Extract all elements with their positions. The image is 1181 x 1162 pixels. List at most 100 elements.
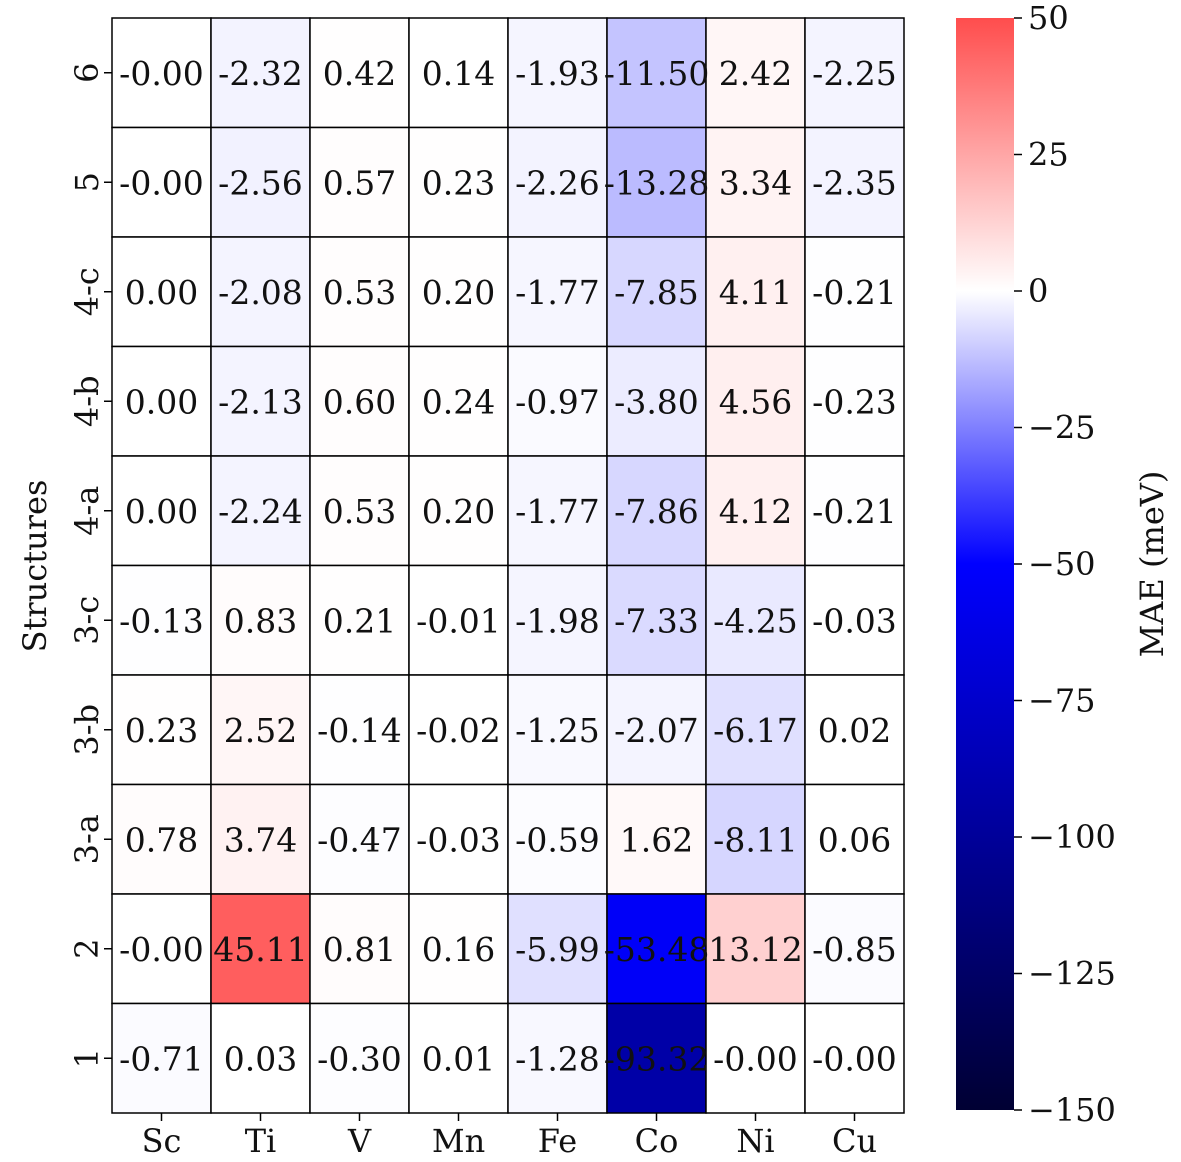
heatmap-cell-value: -8.11	[713, 820, 798, 859]
heatmap-cell-value: -0.47	[317, 820, 402, 859]
heatmap-cell-value: -2.32	[218, 54, 303, 93]
heatmap-cell-value: 0.06	[818, 820, 891, 859]
heatmap-cell-value: 0.16	[422, 930, 495, 969]
heatmap-cell	[309, 893, 410, 1005]
heatmap-cell-value: 4.56	[719, 382, 792, 421]
heatmap-cell-value: -0.21	[812, 492, 897, 531]
heatmap-cell-value: 13.12	[708, 930, 802, 969]
heatmap-cell	[408, 893, 509, 1005]
heatmap-cell-value: -2.35	[812, 163, 897, 202]
colorbar-tick-label: 25	[1028, 136, 1069, 174]
colorbar-tick-label: −125	[1028, 955, 1116, 993]
heatmap-cell-value: -2.56	[218, 163, 303, 202]
heatmap-cell-value: 0.78	[125, 820, 198, 859]
heatmap-cell	[111, 17, 212, 129]
heatmap-cell-value: -53.48	[604, 930, 710, 969]
y-tick-label: 3-a	[68, 814, 106, 864]
heatmap-cell	[804, 674, 905, 786]
heatmap-cell	[705, 345, 806, 457]
heatmap-cell-value: -1.28	[515, 1039, 600, 1078]
heatmap-cell	[408, 17, 509, 129]
colorbar-tick-label: 0	[1028, 272, 1048, 310]
heatmap-cell-value: -93.32	[604, 1039, 710, 1078]
heatmap-cell-value: -0.59	[515, 820, 600, 859]
y-axis-title: Structures	[16, 480, 54, 653]
x-tick-label: Sc	[142, 1122, 182, 1160]
heatmap-cell-value: 45.11	[213, 930, 307, 969]
heatmap-cell	[804, 1002, 905, 1114]
heatmap-cell	[804, 126, 905, 238]
heatmap-cell	[507, 1002, 608, 1114]
heatmap-cell	[309, 1002, 410, 1114]
y-axis: 6 5 4-c 4-b 4-a 3-c 3-b 3-a 2 1	[68, 63, 112, 1068]
colorbar-tick-label: −75	[1028, 682, 1096, 720]
heatmap-cell-value: 0.24	[422, 382, 495, 421]
heatmap-cell-value: -0.02	[416, 711, 501, 750]
heatmap-cell	[210, 564, 311, 676]
heatmap-cell-value: 2.52	[224, 711, 297, 750]
heatmap-cell	[606, 1002, 707, 1114]
heatmap-cell-value: 3.74	[224, 820, 297, 859]
heatmap-cell-value: -5.99	[515, 930, 600, 969]
colorbar-tick-label: −25	[1028, 409, 1096, 447]
heatmap-cell-value: -0.00	[119, 54, 204, 93]
heatmap-cell	[408, 1002, 509, 1114]
heatmap-cell	[111, 674, 212, 786]
heatmap-cell-value: -7.33	[614, 601, 699, 640]
heatmap-cell-value: -0.97	[515, 382, 600, 421]
heatmap-cell-value: -11.50	[604, 54, 710, 93]
heatmap-cell-value: -1.77	[515, 273, 600, 312]
heatmap-cell	[309, 236, 410, 348]
heatmap-cell-value: -7.85	[614, 273, 699, 312]
heatmap-cell	[606, 126, 707, 238]
y-tick-label: 5	[68, 172, 106, 192]
heatmap-cell-value: -1.98	[515, 601, 600, 640]
heatmap-cell	[210, 126, 311, 238]
heatmap-cell	[705, 1002, 806, 1114]
y-tick-label: 4-b	[68, 375, 106, 427]
heatmap-cell	[804, 564, 905, 676]
heatmap-cell	[309, 783, 410, 895]
x-tick-label: Mn	[432, 1122, 485, 1160]
colorbar-ticks: 50 25 0 −25 −50 −75 −100 −125 −150	[1014, 0, 1116, 1129]
heatmap-cell-value: 0.60	[323, 382, 396, 421]
x-tick-label: Ni	[736, 1122, 774, 1160]
heatmap-cell	[309, 345, 410, 457]
heatmap-cell-value: -3.80	[614, 382, 699, 421]
heatmap-cell	[705, 236, 806, 348]
heatmap-cell-value: 0.83	[224, 601, 297, 640]
heatmap-cell-value: 0.53	[323, 492, 396, 531]
heatmap-cell	[210, 674, 311, 786]
heatmap-cell	[804, 17, 905, 129]
heatmap-cell	[210, 1002, 311, 1114]
heatmap-cell	[507, 564, 608, 676]
heatmap-cell	[309, 455, 410, 567]
heatmap-cell	[507, 345, 608, 457]
heatmap-cell-value: -0.00	[812, 1039, 897, 1078]
heatmap-cell-value: 4.12	[719, 492, 792, 531]
colorbar-label: MAE (meV)	[1133, 471, 1171, 658]
heatmap-cell	[507, 674, 608, 786]
y-tick-label: 6	[68, 63, 106, 83]
heatmap-cell-labels: -0.00 -2.32 0.42 0.14 -1.93 -11.50 2.42 -2.25 -0…	[119, 54, 897, 1079]
colorbar-tick-label: −50	[1028, 545, 1096, 583]
x-tick-label: Co	[635, 1122, 679, 1160]
heatmap-cell-value: -0.00	[119, 930, 204, 969]
heatmap-cell	[507, 893, 608, 1005]
colorbar-tick-label: −100	[1028, 818, 1116, 856]
heatmap-cell-value: -0.03	[812, 601, 897, 640]
heatmap-cell-value: 0.03	[224, 1039, 297, 1078]
heatmap-cell-value: 4.11	[719, 273, 792, 312]
heatmap-cell	[309, 674, 410, 786]
heatmap-cell	[804, 783, 905, 895]
heatmap-cell-value: 0.00	[125, 273, 198, 312]
colorbar-tick-label: 50	[1028, 0, 1069, 37]
heatmap-cell-value: -1.77	[515, 492, 600, 531]
y-tick-label: 2	[68, 939, 106, 959]
heatmap-cell-value: -0.01	[416, 601, 501, 640]
heatmap-cell-value: -2.13	[218, 382, 303, 421]
heatmap-cell-value: -0.30	[317, 1039, 402, 1078]
heatmap-cell-value: -7.86	[614, 492, 699, 531]
heatmap-cell-value: 0.23	[125, 711, 198, 750]
heatmap-cell	[408, 455, 509, 567]
